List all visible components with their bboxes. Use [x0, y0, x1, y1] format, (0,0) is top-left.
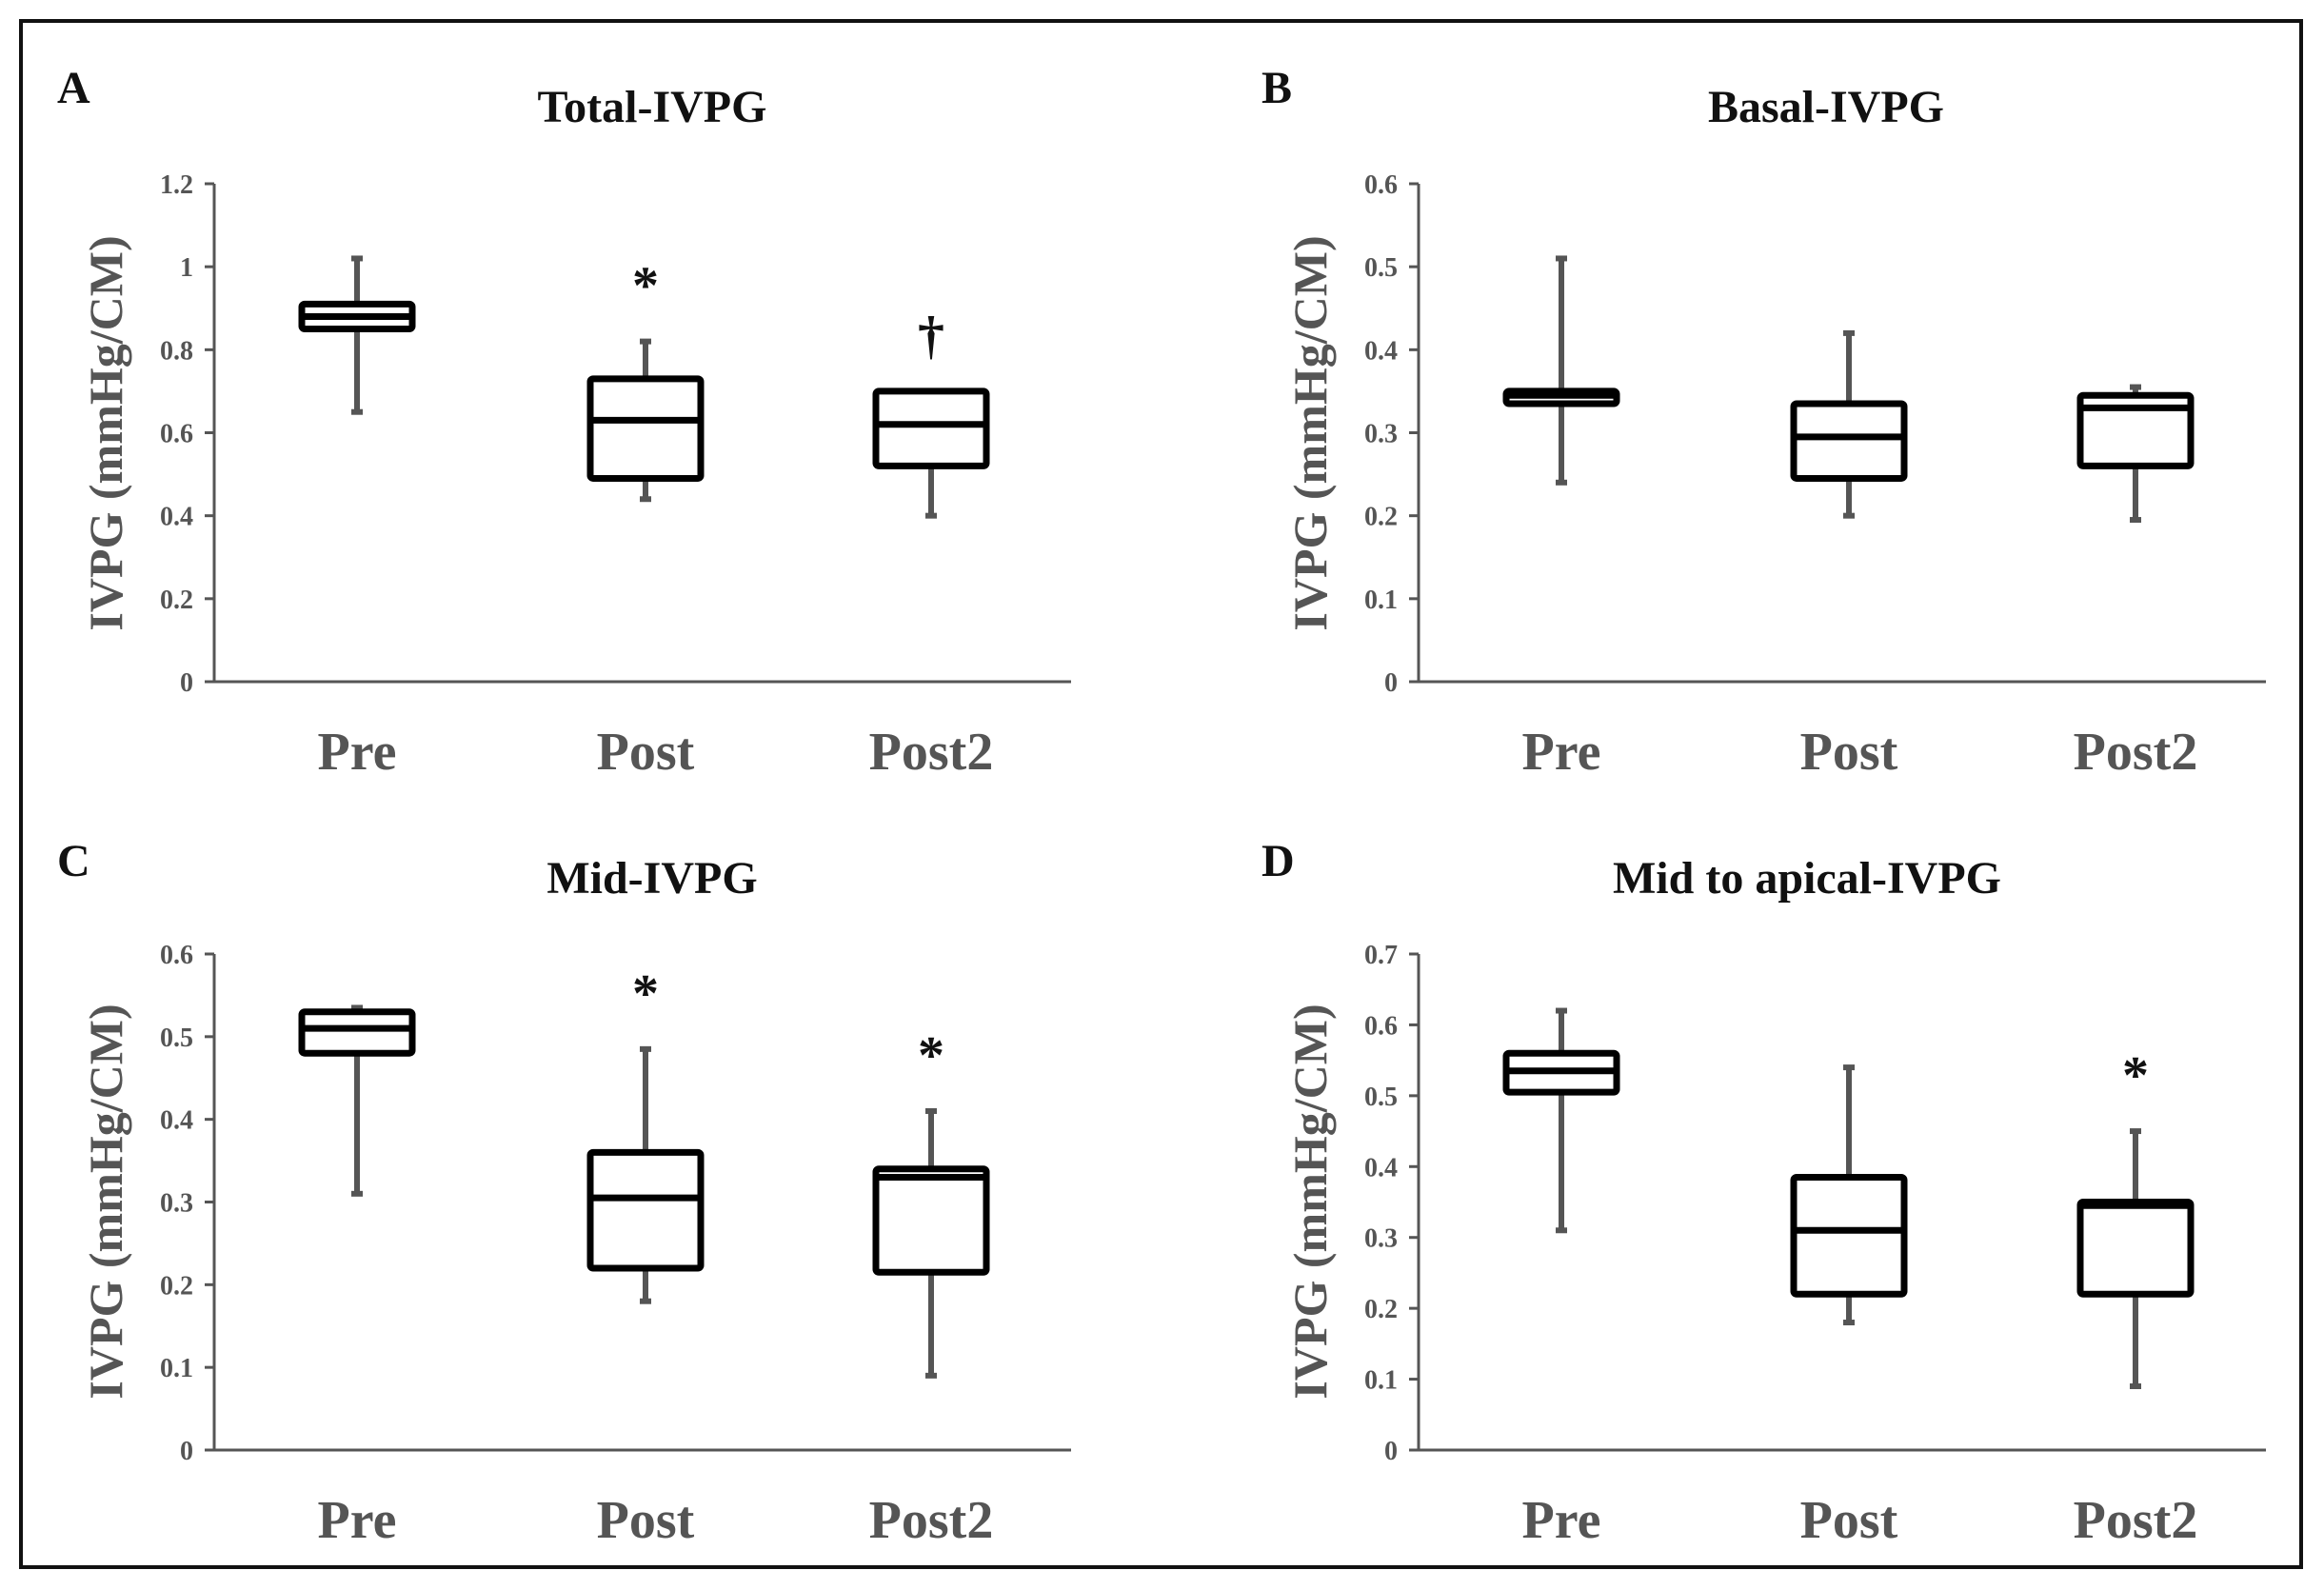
panel-title: Total-IVPG — [538, 82, 767, 132]
y-tick-label: 0.6 — [1364, 1011, 1398, 1041]
figure-frame — [19, 19, 2303, 1569]
panel-title: Basal-IVPG — [1708, 82, 1944, 132]
y-axis-label: IVPG (mmHg/CM) — [79, 235, 132, 630]
y-tick-label: 0.3 — [160, 1189, 193, 1219]
y-tick-label: 0.2 — [1364, 1295, 1398, 1324]
y-tick-label: 0.3 — [1364, 1224, 1398, 1254]
x-category-label: Pre — [1522, 1491, 1601, 1550]
y-tick-label: 0 — [180, 668, 193, 698]
panel-title: Mid-IVPG — [546, 853, 757, 904]
y-axis-label: IVPG (mmHg/CM) — [1283, 1004, 1337, 1399]
y-tick-label: 0.4 — [1364, 336, 1398, 366]
box-iqr — [2076, 1199, 2195, 1298]
x-category-label: Post — [1800, 1491, 1898, 1550]
y-axis-label: IVPG (mmHg/CM) — [1283, 235, 1337, 630]
y-tick-label: 0.1 — [1364, 1366, 1398, 1396]
y-tick-label: 0.4 — [160, 1106, 193, 1136]
y-tick-label: 0 — [1384, 1437, 1398, 1466]
y-tick-label: 0 — [1384, 668, 1398, 698]
y-tick-label: 0.5 — [160, 1024, 193, 1053]
box-iqr — [1790, 1173, 1908, 1298]
y-tick-label: 0 — [180, 1437, 193, 1466]
box-iqr — [586, 375, 705, 482]
x-category-label: Post — [597, 723, 695, 782]
significance-marker: † — [918, 307, 944, 366]
y-tick-label: 0.8 — [160, 336, 193, 366]
y-tick-label: 0.2 — [160, 1271, 193, 1301]
x-category-label: Pre — [318, 1491, 397, 1550]
x-category-label: Pre — [318, 723, 397, 782]
y-tick-label: 0.4 — [1364, 1153, 1398, 1183]
y-tick-label: 0.1 — [160, 1354, 193, 1383]
y-tick-label: 0.4 — [160, 503, 193, 532]
y-tick-label: 0.6 — [160, 420, 193, 449]
y-tick-label: 0.5 — [1364, 1083, 1398, 1112]
y-tick-label: 0.2 — [1364, 503, 1398, 532]
x-category-label: Post2 — [2074, 723, 2198, 782]
y-tick-label: 1.2 — [160, 170, 193, 200]
y-tick-label: 0.6 — [160, 941, 193, 970]
panel-letter-A: A — [57, 63, 90, 113]
x-category-label: Post — [1800, 723, 1898, 782]
panel-letter-D: D — [1261, 836, 1295, 886]
box-iqr — [298, 1008, 416, 1057]
panel-letter-C: C — [57, 836, 90, 886]
y-tick-label: 0.2 — [160, 586, 193, 615]
x-category-label: Post2 — [2074, 1491, 2198, 1550]
x-category-label: Post2 — [869, 723, 994, 782]
significance-marker: * — [918, 1026, 944, 1085]
y-tick-label: 0.5 — [1364, 253, 1398, 283]
y-tick-label: 0.1 — [1364, 586, 1398, 615]
y-tick-label: 0.6 — [1364, 170, 1398, 200]
x-category-label: Pre — [1522, 723, 1601, 782]
significance-marker: * — [632, 257, 659, 316]
x-category-label: Post — [597, 1491, 695, 1550]
box-iqr — [2076, 391, 2195, 469]
y-tick-label: 0.3 — [1364, 420, 1398, 449]
significance-marker: * — [2122, 1046, 2149, 1105]
significance-marker: * — [632, 964, 659, 1024]
panel-title: Mid to apical-IVPG — [1613, 853, 2001, 904]
y-tick-label: 0.7 — [1364, 941, 1398, 970]
box-iqr — [872, 1165, 990, 1276]
x-category-label: Post2 — [869, 1491, 994, 1550]
y-axis-label: IVPG (mmHg/CM) — [79, 1004, 132, 1399]
box-iqr — [586, 1148, 705, 1272]
y-tick-label: 1 — [180, 253, 193, 283]
box-iqr — [872, 388, 990, 469]
box-iqr — [1790, 400, 1908, 482]
panel-letter-B: B — [1261, 63, 1292, 113]
